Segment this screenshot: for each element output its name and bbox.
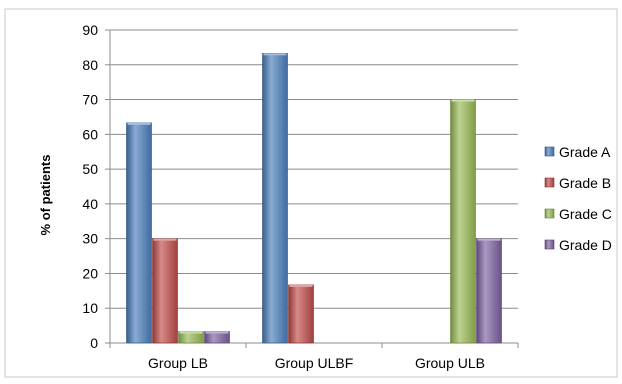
bar-grade-c-group-ulb <box>450 99 476 344</box>
y-tick-label: 40 <box>82 196 98 212</box>
bar-grade-a-group-ulbf <box>262 53 288 344</box>
y-tick-label: 0 <box>90 335 98 351</box>
legend-entry-label: Grade C <box>559 206 612 222</box>
bar-grade-a-group-lb <box>126 122 152 344</box>
legend: Grade A Grade B Grade C Grade D <box>544 144 612 253</box>
bar-highlight <box>477 238 501 241</box>
bar-grade-d-group-ulb <box>476 238 502 344</box>
y-tick-label: 60 <box>82 126 98 142</box>
legend-entry-label: Grade A <box>559 144 611 160</box>
bar-highlight <box>179 331 203 334</box>
y-axis-label: % of patients <box>38 155 53 236</box>
legend-entry-label: Grade B <box>559 175 611 191</box>
bar-highlight <box>153 238 177 241</box>
bar-highlight <box>451 99 475 102</box>
legend-swatch <box>544 208 555 219</box>
y-tick-label: 70 <box>82 92 98 108</box>
gridlines <box>110 29 518 309</box>
legend-swatch <box>544 146 555 157</box>
legend-swatch <box>544 239 555 250</box>
axes <box>105 29 519 348</box>
x-tick-label: Group ULBF <box>275 355 354 371</box>
y-tick-label: 90 <box>82 22 98 38</box>
y-tick-label: 80 <box>82 57 98 73</box>
x-tick-labels: Group LB Group ULBF Group ULB <box>148 355 485 371</box>
bar-grade-b-group-lb <box>152 238 178 344</box>
y-tick-label: 50 <box>82 161 98 177</box>
bar-grade-b-group-ulbf <box>288 284 314 344</box>
bar-highlight <box>289 284 313 287</box>
y-tick-label: 10 <box>82 300 98 316</box>
bars <box>126 53 502 344</box>
legend-swatch <box>544 177 555 188</box>
x-tick-label: Group ULB <box>415 355 485 371</box>
legend-entry-label: Grade D <box>559 237 612 253</box>
bar-highlight <box>205 331 229 334</box>
y-tick-label: 30 <box>82 231 98 247</box>
y-tick-label: 20 <box>82 265 98 281</box>
y-tick-labels: 0 10 20 30 40 50 60 70 80 90 <box>82 22 98 351</box>
bar-highlight <box>263 53 287 56</box>
bar-highlight <box>127 122 151 125</box>
x-tick-label: Group LB <box>148 355 208 371</box>
